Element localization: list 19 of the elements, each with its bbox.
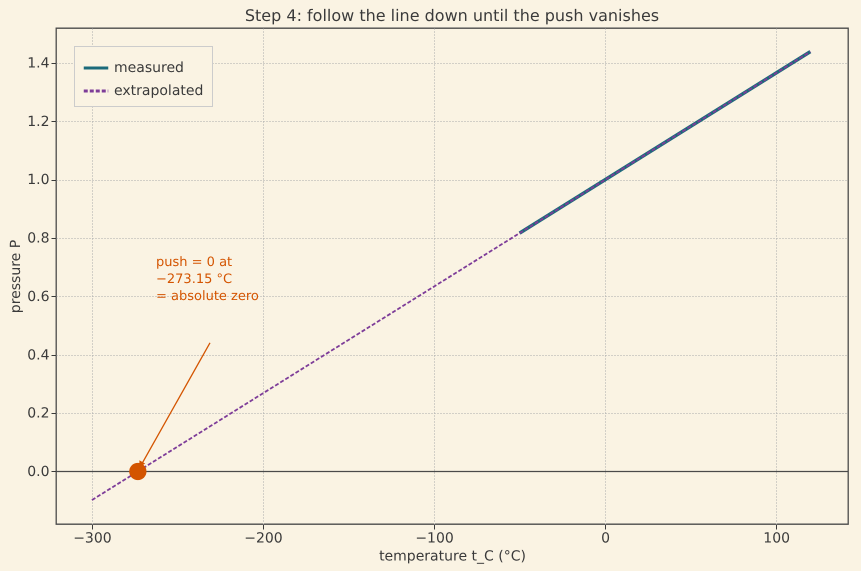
x-tick-label: −200	[244, 530, 283, 546]
chart-title: Step 4: follow the line down until the push vanishes	[244, 6, 660, 25]
legend-label: extrapolated	[114, 83, 204, 99]
y-tick-label: 1.4	[27, 56, 50, 72]
x-axis-title: temperature t_C (°C)	[379, 548, 526, 564]
x-tick-label: 100	[763, 530, 790, 546]
y-axis-title: pressure P	[8, 240, 24, 314]
y-tick-label: 1.2	[27, 114, 50, 130]
annotation: push = 0 at −273.15 °C = absolute zero	[156, 255, 259, 304]
y-tick-label: 0.0	[27, 464, 50, 480]
y-tick-label: 0.8	[27, 230, 50, 247]
legend-label: measured	[114, 60, 184, 76]
y-tick-label: 1.0	[27, 172, 50, 188]
x-tick-label: −100	[415, 530, 454, 546]
x-tick-label: 0	[601, 530, 610, 546]
y-tick-label: 0.4	[27, 347, 50, 364]
y-tick-label: 0.6	[27, 288, 50, 305]
y-tick-label: 0.2	[27, 406, 50, 422]
x-tick-label: −300	[73, 530, 112, 546]
